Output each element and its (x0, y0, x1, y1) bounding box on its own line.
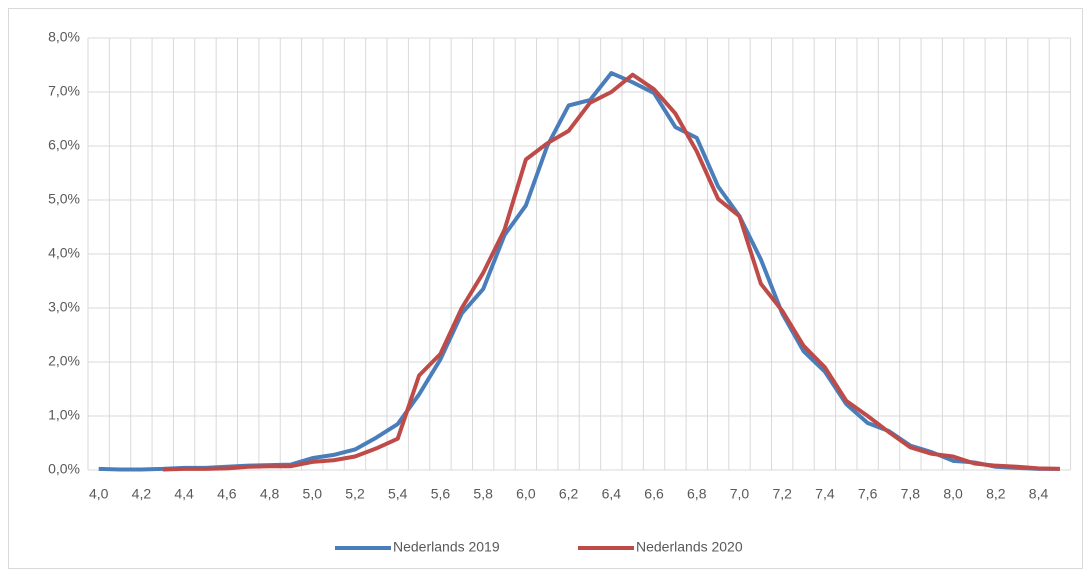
x-tick-label: 4,4 (174, 486, 194, 502)
x-tick-label: 7,6 (858, 486, 878, 502)
x-tick-label: 7,0 (730, 486, 750, 502)
x-tick-label: 5,8 (473, 486, 493, 502)
x-tick-label: 4,6 (217, 486, 237, 502)
x-tick-label: 6,2 (559, 486, 579, 502)
series-line (162, 72, 1060, 472)
y-tick-label: 1,0% (48, 407, 80, 423)
x-tick-label: 5,6 (431, 486, 451, 502)
legend-label: Nederlands 2019 (393, 539, 500, 555)
x-tick-label: 4,0 (89, 486, 109, 502)
x-tick-label: 7,8 (901, 486, 921, 502)
y-tick-label: 3,0% (48, 299, 80, 315)
y-tick-label: 2,0% (48, 353, 80, 369)
x-tick-label: 6,8 (687, 486, 707, 502)
x-tick-label: 6,6 (644, 486, 664, 502)
x-tick-label: 8,0 (943, 486, 963, 502)
x-tick-label: 5,2 (345, 486, 365, 502)
x-tick-label: 4,2 (132, 486, 152, 502)
y-tick-label: 0,0% (48, 461, 80, 477)
y-tick-label: 7,0% (48, 83, 80, 99)
x-tick-label: 6,0 (516, 486, 536, 502)
x-tick-label: 5,4 (388, 486, 408, 502)
y-tick-label: 8,0% (48, 29, 80, 45)
y-tick-label: 5,0% (48, 191, 80, 207)
x-tick-label: 7,4 (815, 486, 835, 502)
x-tick-label: 7,2 (772, 486, 792, 502)
x-tick-label: 8,2 (986, 486, 1006, 502)
x-tick-label: 4,8 (260, 486, 280, 502)
x-tick-label: 5,0 (303, 486, 323, 502)
x-tick-label: 8,4 (1029, 486, 1049, 502)
y-tick-label: 4,0% (48, 245, 80, 261)
legend-label: Nederlands 2020 (636, 539, 743, 555)
x-tick-label: 6,4 (602, 486, 622, 502)
y-tick-label: 6,0% (48, 137, 80, 153)
chart-border (8, 8, 1083, 569)
